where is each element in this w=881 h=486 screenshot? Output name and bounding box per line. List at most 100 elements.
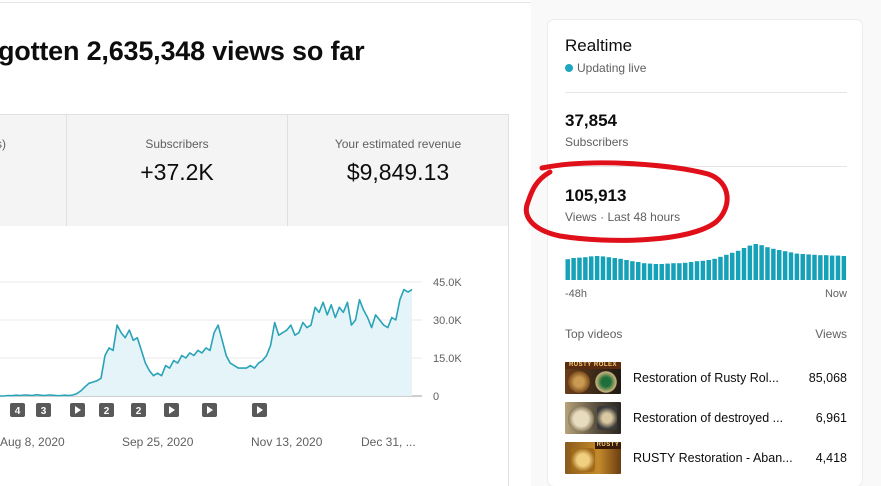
video-title: Restoration of destroyed ... bbox=[633, 411, 784, 425]
hourly-bar bbox=[589, 256, 594, 280]
video-title: RUSTY Restoration - Aban... bbox=[633, 451, 793, 465]
marker-label: 3 bbox=[41, 406, 47, 417]
realtime-title: Realtime bbox=[565, 36, 633, 55]
watch-image bbox=[595, 371, 617, 393]
hourly-bar bbox=[824, 255, 829, 280]
hourly-bar bbox=[841, 256, 847, 280]
video-views: 4,418 bbox=[815, 451, 847, 465]
realtime-views-label: Views · Last 48 hours bbox=[565, 210, 681, 224]
metric-card-views[interactable]: s) bbox=[0, 115, 66, 227]
hourly-bar bbox=[818, 255, 823, 280]
hourly-bar bbox=[618, 258, 623, 280]
hourly-bar bbox=[794, 253, 800, 280]
divider bbox=[565, 166, 847, 167]
hourly-bar bbox=[659, 264, 664, 280]
hourly-bar bbox=[636, 262, 641, 280]
watch-image bbox=[568, 406, 594, 432]
hourly-bar bbox=[683, 262, 688, 280]
hourly-bar bbox=[694, 261, 700, 280]
marker-label: 4 bbox=[15, 406, 21, 417]
video-marker-icon bbox=[169, 406, 175, 414]
video-views: 85,068 bbox=[808, 371, 847, 385]
hourly-bar bbox=[771, 248, 776, 280]
top-divider bbox=[0, 2, 531, 3]
metric-card-revenue[interactable]: Your estimated revenue $9,849.13 bbox=[288, 115, 508, 227]
hourly-bar bbox=[753, 244, 758, 280]
hourly-bar bbox=[718, 256, 723, 280]
x-tick-label: Sep 25, 2020 bbox=[122, 435, 194, 449]
hourly-bar bbox=[577, 257, 582, 280]
hourly-bar bbox=[800, 254, 805, 280]
hourly-bar bbox=[765, 247, 770, 280]
metric-value: +37.2K bbox=[140, 159, 214, 185]
metric-label: Your estimated revenue bbox=[334, 137, 462, 151]
hourly-bar bbox=[812, 254, 817, 280]
annotation-marker bbox=[10, 403, 25, 417]
video-thumbnail: RUSTY ROLEX bbox=[565, 362, 621, 394]
series-line bbox=[0, 288, 413, 397]
hourly-bar bbox=[700, 260, 706, 280]
metric-divider bbox=[66, 115, 67, 227]
hourly-bar bbox=[735, 250, 741, 280]
hourly-bar bbox=[671, 263, 676, 280]
hourly-bar bbox=[624, 260, 629, 280]
divider bbox=[565, 92, 847, 93]
marker-label: 2 bbox=[136, 406, 142, 417]
hourly-bar bbox=[777, 250, 782, 280]
video-marker-icon bbox=[207, 406, 213, 414]
hourly-bar bbox=[724, 254, 729, 280]
hourly-bar bbox=[606, 257, 612, 280]
views-column-heading: Views bbox=[815, 327, 847, 341]
metric-label: s) bbox=[0, 137, 6, 151]
realtime-hourly-bars[interactable] bbox=[565, 240, 847, 280]
hourly-bar bbox=[630, 261, 635, 280]
axis-end-label: Now bbox=[824, 288, 847, 300]
views-line-chart[interactable]: 45.0K 30.0K 15.0K 0 4 3 2 2 Aug 8, 2020 Sep 25, 2… bbox=[0, 226, 508, 486]
hourly-bar bbox=[647, 263, 653, 280]
live-status-text: Updating live bbox=[577, 61, 647, 75]
x-tick-label: Dec 31, ... bbox=[361, 435, 416, 449]
hourly-bar bbox=[677, 263, 682, 280]
hourly-bar bbox=[600, 256, 606, 280]
annotation-marker bbox=[99, 403, 114, 417]
top-video-row[interactable]: Restoration of destroyed ... 6,961 bbox=[565, 402, 847, 436]
views-chart-card: 45.0K 30.0K 15.0K 0 4 3 2 2 Aug 8, 2020 Sep 25, 2… bbox=[0, 226, 509, 486]
hourly-bar bbox=[565, 259, 570, 280]
thumbnail-caption: RUSTY bbox=[595, 442, 621, 449]
hourly-bar bbox=[788, 252, 794, 280]
y-tick-label: 15.0K bbox=[433, 353, 462, 365]
metric-divider bbox=[287, 115, 288, 227]
hourly-bar bbox=[829, 255, 835, 280]
top-video-row[interactable]: RUSTY ROLEX Restoration of Rusty Rol... … bbox=[565, 362, 847, 396]
y-tick-label: 30.0K bbox=[433, 315, 462, 327]
top-videos-heading: Top videos bbox=[565, 327, 623, 341]
annotation-marker bbox=[36, 403, 51, 417]
watch-image bbox=[568, 371, 590, 393]
video-marker-icon bbox=[257, 406, 263, 414]
page-headline: gotten 2,635,348 views so far bbox=[0, 36, 365, 66]
thumbnail-caption: RUSTY ROLEX bbox=[565, 362, 621, 369]
hourly-bar bbox=[747, 245, 753, 280]
hourly-bar bbox=[583, 257, 588, 280]
hourly-bar bbox=[835, 255, 841, 280]
hourly-bar bbox=[806, 254, 811, 280]
x-tick-label: Aug 8, 2020 bbox=[0, 435, 65, 449]
axis-start-label: -48h bbox=[565, 288, 588, 300]
area-fill bbox=[0, 289, 412, 396]
top-video-row[interactable]: RUSTY RUSTY Restoration - Aban... 4,418 bbox=[565, 442, 847, 476]
metric-value: $9,849.13 bbox=[346, 159, 450, 185]
metrics-row: s) Subscribers +37.2K Your estimated rev… bbox=[0, 114, 509, 227]
hourly-bar bbox=[730, 252, 735, 280]
marker-label: 2 bbox=[104, 406, 110, 417]
metric-card-subscribers[interactable]: Subscribers +37.2K bbox=[67, 115, 287, 227]
x-tick-label: Nov 13, 2020 bbox=[251, 435, 323, 449]
hourly-bar bbox=[594, 256, 600, 280]
video-thumbnail bbox=[565, 402, 621, 434]
realtime-subscribers-value: 37,854 bbox=[565, 111, 617, 130]
watch-image bbox=[597, 406, 617, 430]
hourly-bar bbox=[612, 258, 617, 280]
video-title: Restoration of Rusty Rol... bbox=[633, 371, 779, 385]
y-tick-label: 0 bbox=[433, 391, 439, 403]
video-thumbnail: RUSTY bbox=[565, 442, 621, 474]
watch-image bbox=[571, 448, 595, 472]
